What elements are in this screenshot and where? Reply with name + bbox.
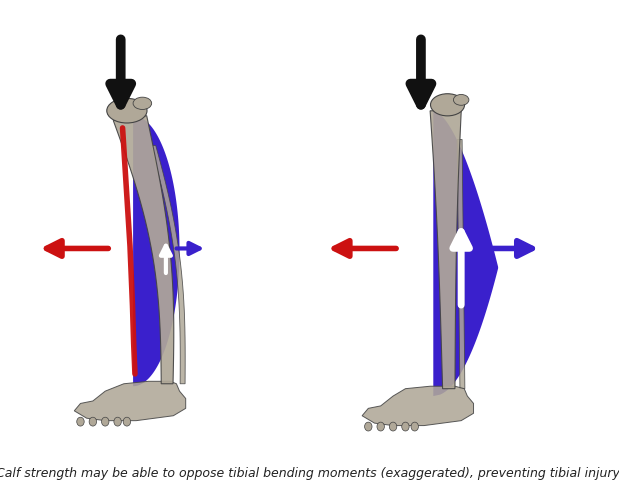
Polygon shape (74, 381, 186, 421)
Polygon shape (133, 116, 180, 386)
Ellipse shape (377, 422, 384, 431)
Ellipse shape (365, 422, 372, 431)
Polygon shape (113, 116, 174, 384)
Ellipse shape (453, 94, 469, 105)
Ellipse shape (411, 422, 418, 431)
Text: Calf strength may be able to oppose tibial bending moments (exaggerated), preven: Calf strength may be able to oppose tibi… (0, 467, 619, 480)
Ellipse shape (402, 422, 409, 431)
Polygon shape (433, 111, 498, 396)
Ellipse shape (389, 422, 397, 431)
Polygon shape (151, 146, 185, 384)
Ellipse shape (89, 417, 97, 426)
Ellipse shape (114, 417, 121, 426)
Ellipse shape (102, 417, 109, 426)
Ellipse shape (431, 93, 464, 116)
Polygon shape (362, 386, 474, 426)
Ellipse shape (107, 98, 147, 123)
Ellipse shape (123, 417, 131, 426)
Ellipse shape (133, 97, 152, 109)
Ellipse shape (77, 417, 84, 426)
Polygon shape (457, 139, 465, 389)
Polygon shape (430, 111, 461, 389)
